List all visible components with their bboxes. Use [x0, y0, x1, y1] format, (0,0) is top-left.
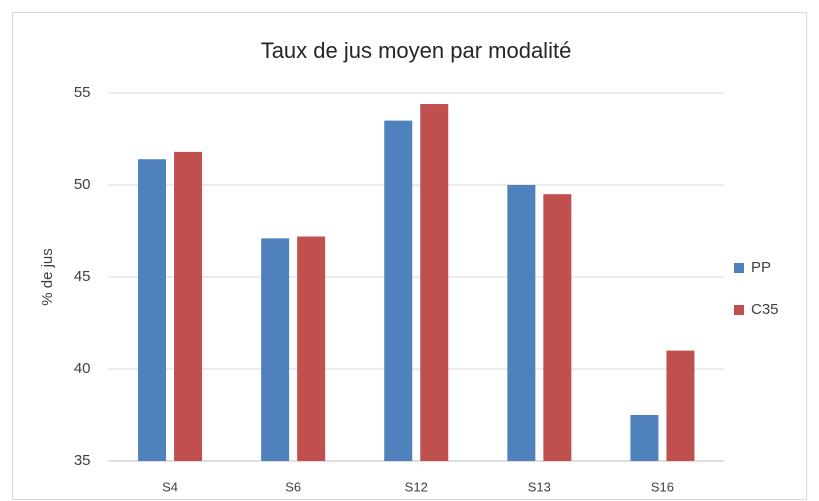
- y-tick-label: 35: [74, 452, 91, 469]
- y-tick-label: 50: [74, 176, 91, 193]
- legend-swatch: [734, 305, 744, 315]
- y-tick-label: 45: [74, 268, 91, 285]
- bar: [630, 415, 659, 461]
- bar: [261, 238, 290, 461]
- x-tick-label: S12: [405, 479, 428, 494]
- bar: [666, 350, 695, 461]
- chart-title: Taux de jus moyen par modalité: [261, 38, 572, 63]
- x-tick-label: S4: [162, 479, 178, 494]
- bar: [507, 185, 536, 461]
- bar: [297, 236, 326, 461]
- x-tick-label: S13: [528, 479, 551, 494]
- legend-swatch: [734, 263, 744, 273]
- legend-label: C35: [751, 301, 779, 318]
- x-tick-label: S6: [285, 479, 301, 494]
- bar: [138, 159, 167, 462]
- y-axis-label: % de jus: [39, 248, 56, 306]
- legend-label: PP: [751, 259, 771, 276]
- bar: [420, 104, 449, 461]
- bar: [543, 194, 572, 461]
- y-tick-label: 55: [74, 84, 91, 101]
- x-tick-label: S16: [651, 479, 674, 494]
- bar: [174, 151, 203, 461]
- bar: [384, 120, 413, 461]
- y-tick-label: 40: [74, 360, 91, 377]
